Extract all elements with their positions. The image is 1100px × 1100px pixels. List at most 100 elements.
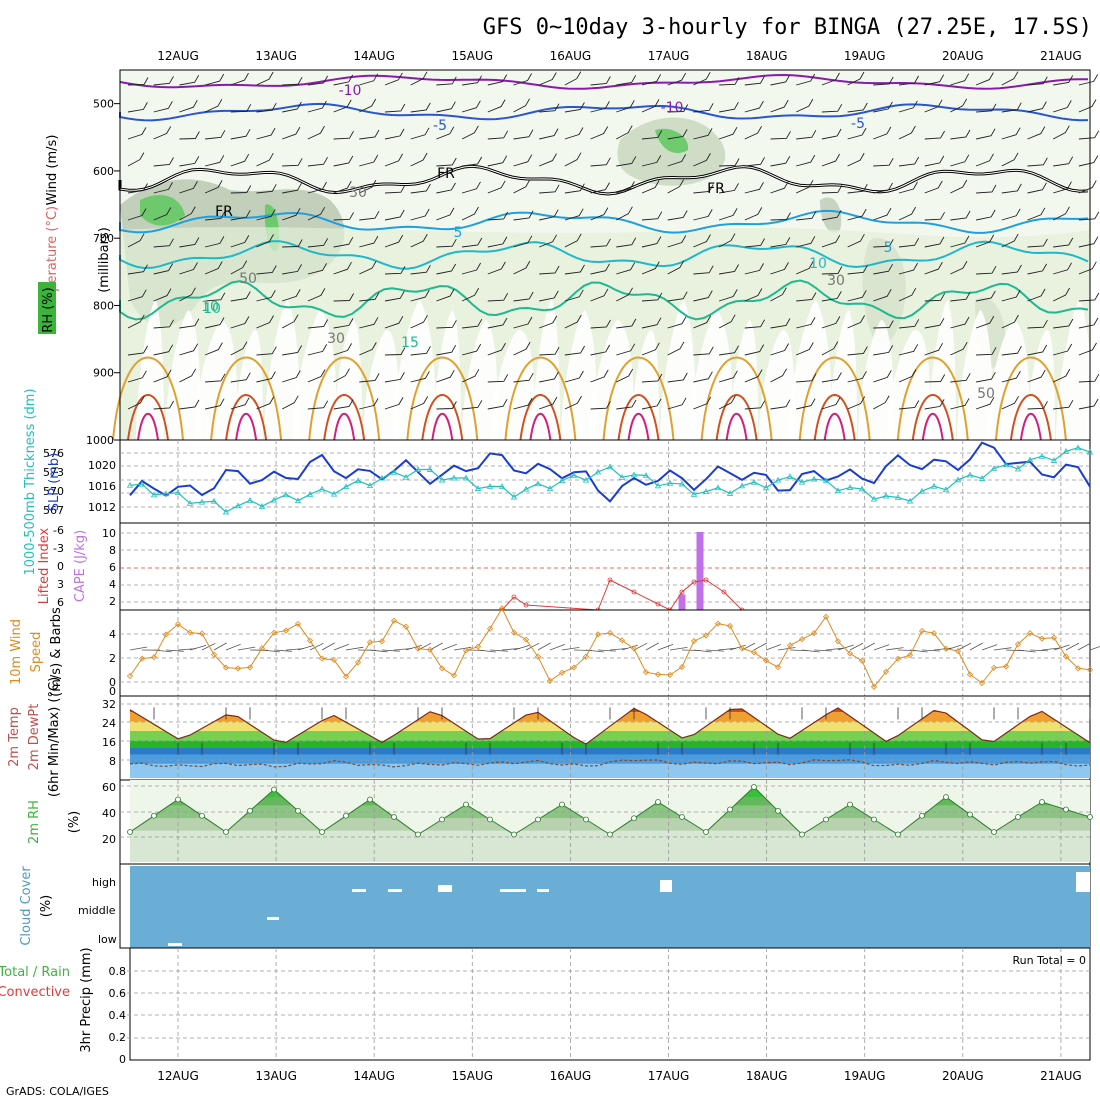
wind-barb <box>933 647 952 651</box>
rh-point <box>943 794 949 800</box>
wind-barb <box>384 128 405 140</box>
rh-point <box>607 831 613 838</box>
precip-tick-label: 0.8 <box>109 965 127 978</box>
wind-speed-point <box>630 645 638 652</box>
thickness-point <box>126 481 134 488</box>
wind-barb <box>1001 183 1022 194</box>
wind-barb <box>873 239 894 248</box>
wind-barb <box>1078 211 1100 221</box>
wind-barb <box>489 649 508 652</box>
wind-barb <box>307 369 326 383</box>
wind-barb <box>359 398 379 410</box>
wind-speed-point <box>858 657 866 664</box>
wind-barb <box>333 293 354 302</box>
wind-barb <box>359 373 380 383</box>
wind-barb <box>693 396 712 410</box>
wind-barb <box>873 395 890 410</box>
wind-barb <box>513 341 531 356</box>
temp-tick-label: 24 <box>102 717 116 730</box>
thickness-point <box>858 485 866 492</box>
wind-barb <box>796 317 816 329</box>
wind-barb <box>333 99 352 113</box>
wind-barb <box>256 371 276 383</box>
wind-barb <box>950 154 970 167</box>
wind-barb <box>976 347 997 356</box>
thickness-point <box>906 497 914 504</box>
thickness-point <box>834 487 842 494</box>
wind-barb <box>744 207 763 221</box>
wind-speed-point <box>354 659 362 666</box>
wind-barb <box>384 103 406 113</box>
thickness-point <box>606 463 614 470</box>
wind-barb <box>539 346 560 356</box>
rh-tick-label: 20 <box>102 833 116 846</box>
temperature-contour <box>921 413 944 441</box>
cape-bar <box>696 532 704 610</box>
wind-speed-point <box>486 625 494 632</box>
wind-barb <box>950 179 968 194</box>
wind-barb <box>487 180 506 194</box>
wind-barb <box>821 153 840 167</box>
rh-point <box>775 807 781 814</box>
wind-barb <box>1078 398 1099 410</box>
rh-point <box>487 816 493 823</box>
wind-barb <box>564 345 585 356</box>
dry-plume <box>491 330 535 440</box>
wind-barb <box>359 129 380 140</box>
wind-barb <box>384 153 403 167</box>
lifted-index-point <box>631 589 637 595</box>
wind-speed-point <box>522 636 530 643</box>
wind-barb <box>744 263 764 275</box>
thickness-point <box>750 478 758 485</box>
wind-barb <box>667 372 688 383</box>
wind-barb <box>153 238 174 248</box>
wind-barb <box>204 317 225 329</box>
wind-barb <box>282 345 303 356</box>
thickness-point <box>786 473 794 479</box>
thickness-point <box>510 493 518 500</box>
temp-panel: 32 24 16 8 2m Temp 2m DewPt (6hr Min/Max) (… <box>7 677 1091 797</box>
temperature-contour <box>225 394 268 441</box>
slp-tick-label: 1020 <box>88 459 116 472</box>
rh-point <box>583 816 589 823</box>
wind-barb <box>539 234 557 248</box>
wind-speed-point <box>162 631 170 638</box>
wind-speed-point <box>1062 653 1070 660</box>
wind-barb <box>564 395 582 410</box>
wind-barb <box>153 76 174 86</box>
wind-barb <box>796 342 814 356</box>
wind-barb <box>282 264 302 275</box>
wind-barb <box>230 128 251 140</box>
wind-barb <box>796 73 816 86</box>
wind-speed-point <box>678 663 686 671</box>
chart-title: GFS 0~10day 3-hourly for BINGA (27.25E, … <box>483 15 1092 40</box>
wind-barb <box>1052 206 1070 221</box>
wind-barb <box>436 288 455 302</box>
wind-barb <box>513 210 534 221</box>
wind-barb <box>153 369 172 383</box>
wind-barb <box>127 264 148 275</box>
wind-barb <box>281 395 299 410</box>
wind-barb <box>333 236 354 248</box>
lifted-index-line <box>501 579 743 611</box>
date-label-top: 16AUG <box>550 49 592 63</box>
thickness-tick-label: 573 <box>43 466 64 479</box>
wind-speed-point <box>762 657 770 664</box>
wind-barb <box>359 179 377 194</box>
wind-barb <box>609 648 628 651</box>
wind-barb <box>1027 76 1048 86</box>
wind-barb <box>153 319 174 329</box>
wind-barb <box>153 649 172 653</box>
wind-barb <box>693 103 714 113</box>
wind-barb <box>539 396 558 410</box>
wind-barb <box>410 371 430 383</box>
wind-barb <box>153 288 172 302</box>
date-label-top: 19AUG <box>844 49 886 63</box>
wind-barb <box>321 642 335 651</box>
wind-speed-point <box>798 636 806 643</box>
wind-barb <box>1078 373 1100 383</box>
date-label-bottom: 15AUG <box>452 1069 494 1083</box>
thickness-point <box>966 471 974 478</box>
temp-band <box>130 740 1090 748</box>
temp-band <box>130 754 1090 764</box>
